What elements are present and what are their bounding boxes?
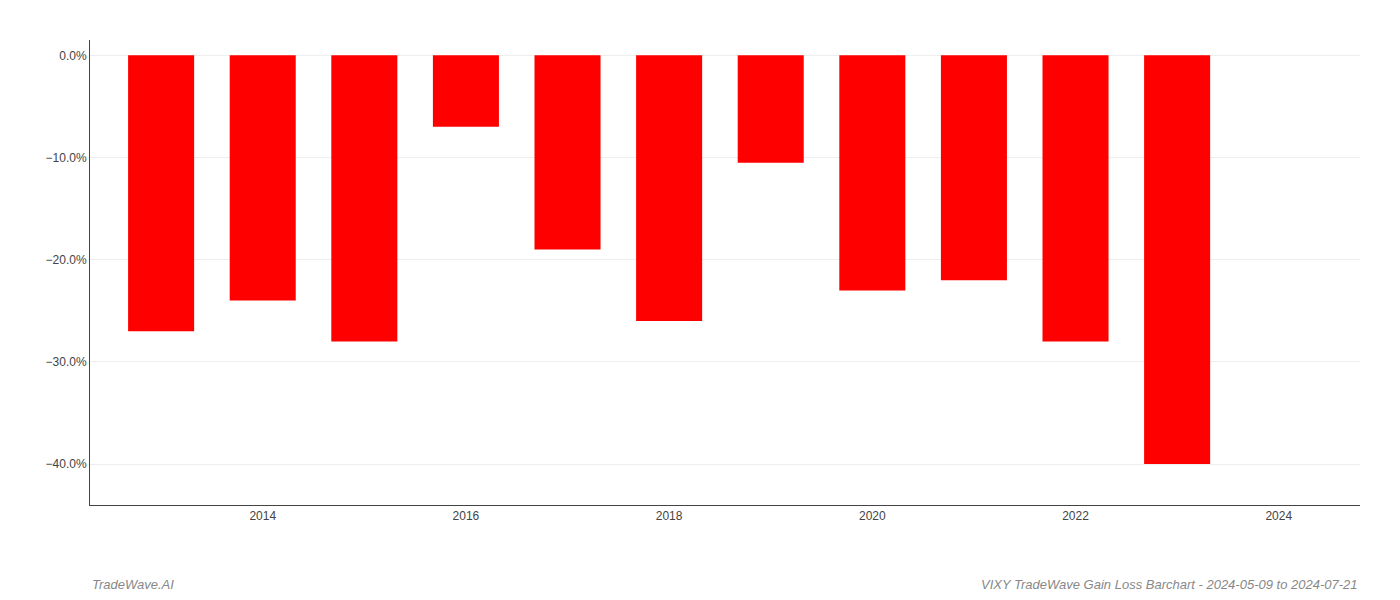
svg-text:2020: 2020: [859, 509, 886, 523]
svg-text:2016: 2016: [453, 509, 480, 523]
svg-text:0.0%: 0.0%: [59, 49, 87, 63]
svg-text:TradeWave.AI: TradeWave.AI: [92, 577, 174, 592]
svg-text:−20.0%: −20.0%: [46, 253, 87, 267]
svg-text:2018: 2018: [656, 509, 683, 523]
svg-text:−40.0%: −40.0%: [46, 457, 87, 471]
svg-text:2022: 2022: [1062, 509, 1089, 523]
svg-text:2024: 2024: [1265, 509, 1292, 523]
svg-text:−30.0%: −30.0%: [46, 355, 87, 369]
svg-text:2014: 2014: [249, 509, 276, 523]
svg-text:−10.0%: −10.0%: [46, 151, 87, 165]
svg-text:VIXY TradeWave Gain Loss Barch: VIXY TradeWave Gain Loss Barchart - 2024…: [981, 577, 1358, 592]
